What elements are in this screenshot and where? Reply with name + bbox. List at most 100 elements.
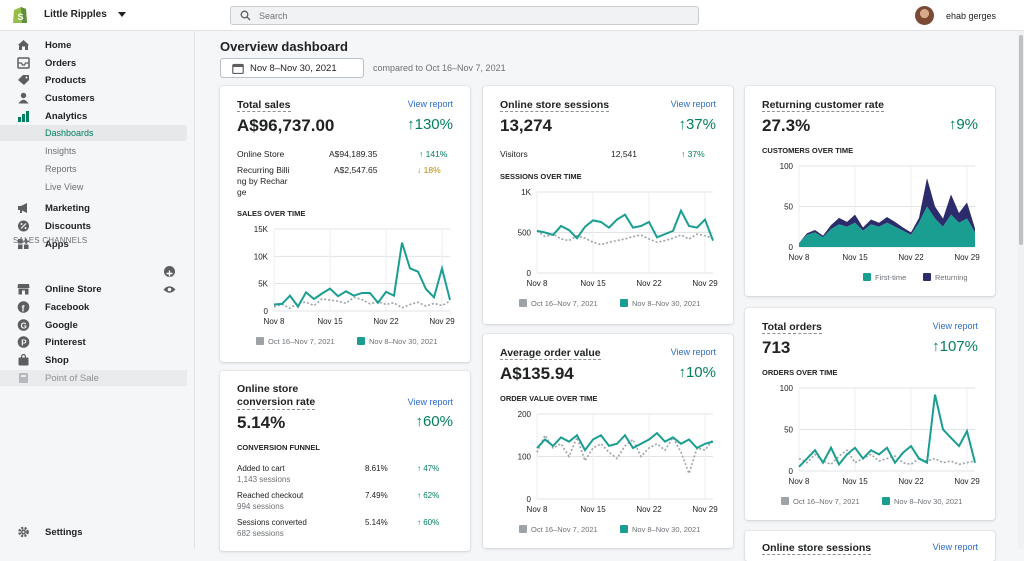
chart-title: SESSIONS OVER TIME xyxy=(500,172,582,181)
sidebar-item-point-of-sale[interactable]: Point of Sale xyxy=(0,370,187,386)
sidebar-item-facebook[interactable]: f Facebook xyxy=(0,299,187,315)
avatar[interactable] xyxy=(915,6,934,25)
x-tick-label: Nov 15 xyxy=(842,253,868,262)
store-name[interactable]: Little Ripples xyxy=(44,9,107,20)
legend-swatch xyxy=(519,299,527,307)
apps-icon xyxy=(18,238,29,249)
sidebar-item-shop[interactable]: Shop xyxy=(0,352,187,368)
funnel-change: ↑ 47% xyxy=(417,464,440,473)
sidebar-item-discounts[interactable]: Discounts xyxy=(0,218,187,234)
caret-down-icon[interactable] xyxy=(118,12,126,17)
card-title[interactable]: Online store sessions xyxy=(500,99,610,112)
sidebar-item-pinterest[interactable]: P Pinterest xyxy=(0,334,187,350)
card-title[interactable]: Average order value xyxy=(500,347,601,360)
chart-title: ORDER VALUE OVER TIME xyxy=(500,394,598,403)
arrow-up-icon: ↑ xyxy=(407,116,415,133)
date-range-button[interactable]: Nov 8–Nov 30, 2021 xyxy=(220,58,364,78)
sidebar-item-products[interactable]: Products xyxy=(0,72,187,88)
page-title: Overview dashboard xyxy=(220,39,348,54)
add-channel-icon[interactable] xyxy=(164,266,175,277)
y-tick-label: 0 xyxy=(527,269,532,278)
legend-swatch xyxy=(620,525,628,533)
x-tick-label: Nov 29 xyxy=(429,317,455,326)
average-order-value-card: Average order value View report A$135.94… xyxy=(483,334,733,548)
sidebar-item-customers[interactable]: Customers xyxy=(0,90,187,106)
y-tick-label: 10K xyxy=(254,252,269,261)
view-report-link[interactable]: View report xyxy=(407,397,453,407)
view-report-link[interactable]: View report xyxy=(670,99,716,109)
legend-swatch xyxy=(863,273,871,281)
y-tick-label: 1K xyxy=(521,188,531,197)
metric-change: ↑60% xyxy=(415,413,453,430)
row-label: ge xyxy=(237,187,247,197)
scrollbar-track[interactable] xyxy=(1018,31,1024,549)
svg-text:P: P xyxy=(21,339,27,348)
legend-label: First-time xyxy=(875,273,906,282)
discount-icon xyxy=(18,220,29,232)
pinterest-icon: P xyxy=(17,336,30,348)
x-tick-label: Nov 29 xyxy=(692,279,718,288)
compare-text: compared to Oct 16–Nov 7, 2021 xyxy=(373,63,506,73)
legend-swatch xyxy=(256,337,264,345)
sidebar-item-reports[interactable]: Reports xyxy=(45,164,77,174)
card-title[interactable]: Total orders xyxy=(762,321,822,334)
search-input[interactable] xyxy=(259,9,659,22)
legend-swatch xyxy=(357,337,365,345)
y-tick-label: 50 xyxy=(784,426,793,435)
search-bar[interactable] xyxy=(230,6,699,25)
row-label: Online Store xyxy=(237,149,285,159)
funnel-label: Sessions converted xyxy=(237,518,307,527)
sidebar-item-dashboards[interactable]: Dashboards xyxy=(0,125,187,141)
store-icon xyxy=(17,284,30,295)
card-title[interactable]: Returning customer rate xyxy=(762,99,884,112)
x-tick-label: Nov 15 xyxy=(580,279,606,288)
legend-label: Oct 16–Nov 7, 2021 xyxy=(268,337,335,346)
view-report-link[interactable]: View report xyxy=(932,321,978,331)
metric-change: ↑9% xyxy=(948,116,978,133)
shopify-logo-icon[interactable]: S xyxy=(10,5,30,25)
sidebar-item-insights[interactable]: Insights xyxy=(45,146,77,156)
chart-title: CUSTOMERS OVER TIME xyxy=(762,146,854,155)
x-tick-label: Nov 15 xyxy=(317,317,343,326)
x-tick-label: Nov 8 xyxy=(789,477,810,486)
view-report-link[interactable]: View report xyxy=(932,542,978,552)
legend-label: Nov 8–Nov 30, 2021 xyxy=(369,337,437,346)
view-report-link[interactable]: View report xyxy=(407,99,453,109)
legend-label: Returning xyxy=(935,273,968,282)
sidebar-item-analytics[interactable]: Analytics xyxy=(0,108,187,124)
sidebar-item-apps[interactable]: Apps xyxy=(0,236,187,252)
y-tick-label: 100 xyxy=(780,162,794,171)
sidebar-item-marketing[interactable]: Marketing xyxy=(0,200,187,216)
sidebar-item-online-store[interactable]: Online Store xyxy=(0,281,187,297)
view-report-link[interactable]: View report xyxy=(670,347,716,357)
row-label: Visitors xyxy=(500,149,528,159)
sidebar-item-home[interactable]: Home xyxy=(0,37,187,53)
funnel-sub: 1,143 sessions xyxy=(237,475,291,484)
user-name[interactable]: ehab gerges xyxy=(946,11,997,21)
card-title[interactable]: Total sales xyxy=(237,99,291,112)
eye-icon[interactable] xyxy=(163,285,176,294)
arrow-up-icon: ↑ xyxy=(948,116,957,133)
funnel-label: Reached checkout xyxy=(237,491,304,500)
funnel-value: 8.61% xyxy=(365,464,388,473)
sidebar-item-live-view[interactable]: Live View xyxy=(45,182,84,192)
card-title[interactable]: Online store conversion rate xyxy=(237,383,316,410)
funnel-label: Added to cart xyxy=(237,464,285,473)
shop-bag-icon xyxy=(18,354,29,366)
scrollbar-thumb[interactable] xyxy=(1019,35,1023,245)
x-tick-label: Nov 15 xyxy=(842,477,868,486)
row-value: 12,541 xyxy=(611,149,637,159)
legend-label: Oct 16–Nov 7, 2021 xyxy=(531,525,598,534)
x-tick-label: Nov 15 xyxy=(580,505,606,514)
sidebar-item-google[interactable]: G Google xyxy=(0,317,187,333)
gear-icon xyxy=(18,526,29,538)
total-orders-card: Total orders View report 713 ↑107% ORDER… xyxy=(745,308,995,520)
sidebar-item-orders[interactable]: Orders xyxy=(0,55,187,71)
sidebar-item-settings[interactable]: Settings xyxy=(0,524,187,540)
search-icon xyxy=(240,10,251,21)
orders-icon xyxy=(17,57,30,69)
row-value: A$94,189.35 xyxy=(329,149,378,159)
